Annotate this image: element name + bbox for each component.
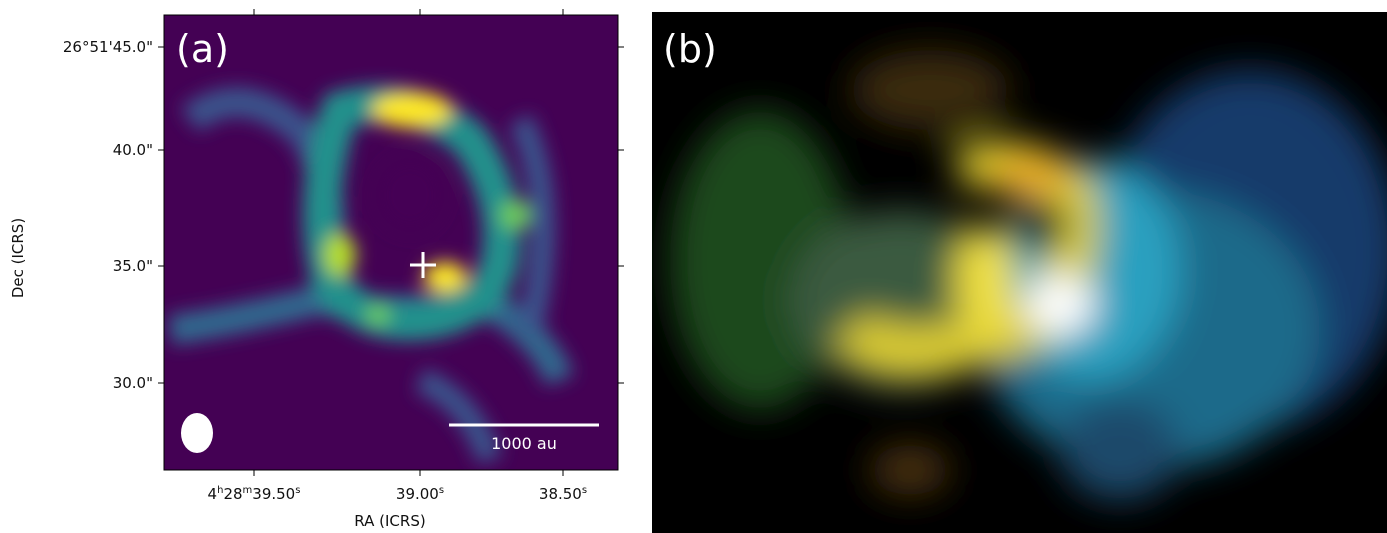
figure: 1000 au (a) 26°51'45.0" 40.0" 35.0" 30.0…: [0, 0, 1387, 533]
x-axis-label: RA (ICRS): [354, 512, 425, 530]
panel-label: (b): [663, 27, 717, 71]
tick-label-part: s: [295, 485, 300, 496]
y-tick-label: 40.0": [113, 141, 153, 159]
panel-b: (b): [652, 12, 1387, 533]
y-axis-label: Dec (ICRS): [9, 218, 27, 298]
image-b: (b): [652, 12, 1387, 533]
tick-label-part: 39.50: [252, 485, 295, 503]
x-tick-label: 38.50s: [539, 485, 587, 503]
tick-label-part: 39.00: [396, 485, 439, 503]
y-tick-label: 35.0": [113, 257, 153, 275]
tick-label-part: 38.50: [539, 485, 582, 503]
x-tick-label: 39.00s: [396, 485, 444, 503]
x-tick-label: 4h28m39.50s: [208, 485, 301, 503]
tick-label-part: 28: [223, 485, 242, 503]
image-a: 1000 au (a): [164, 15, 618, 470]
panel-label: (a): [176, 27, 229, 71]
tick-label-part: s: [439, 485, 444, 496]
scale-bar-label: 1000 au: [491, 434, 557, 453]
panel-a: 1000 au (a) 26°51'45.0" 40.0" 35.0" 30.0…: [9, 9, 624, 530]
tick-label-part: m: [243, 485, 253, 496]
y-tick-label: 26°51'45.0": [63, 38, 153, 56]
tick-label-part: s: [582, 485, 587, 496]
beam: [181, 413, 213, 453]
y-tick-label: 30.0": [113, 374, 153, 392]
tick-label-part: 4: [208, 485, 218, 503]
